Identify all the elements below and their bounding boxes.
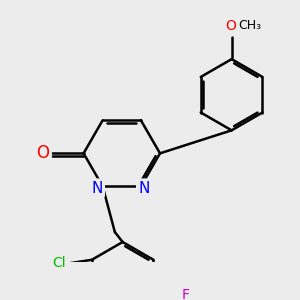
Text: F: F xyxy=(182,288,190,300)
Text: O: O xyxy=(36,144,49,162)
Text: CH₃: CH₃ xyxy=(238,19,261,32)
Text: N: N xyxy=(138,181,150,196)
Text: O: O xyxy=(225,19,236,33)
Text: N: N xyxy=(91,181,103,196)
Text: Cl: Cl xyxy=(52,256,66,270)
